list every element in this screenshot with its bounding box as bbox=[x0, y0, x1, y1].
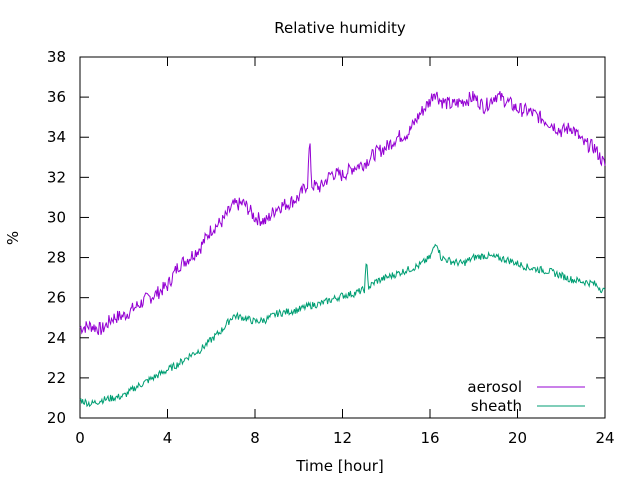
y-tick-label: 38 bbox=[47, 48, 66, 66]
y-tick-label: 34 bbox=[47, 128, 66, 146]
series-layer bbox=[79, 91, 606, 408]
series-line-sheath bbox=[79, 243, 606, 408]
series-line-aerosol bbox=[79, 91, 606, 335]
x-axis-label: Time [hour] bbox=[295, 457, 384, 475]
legend-label: sheath bbox=[471, 397, 522, 415]
x-tick-label: 12 bbox=[333, 429, 352, 447]
y-tick-label: 20 bbox=[47, 409, 66, 427]
x-tick-label: 16 bbox=[420, 429, 439, 447]
y-tick-label: 28 bbox=[47, 249, 66, 267]
y-tick-label: 30 bbox=[47, 208, 66, 226]
y-tick-label: 24 bbox=[47, 329, 66, 347]
y-tick-label: 26 bbox=[47, 289, 66, 307]
x-tick-label: 4 bbox=[163, 429, 173, 447]
y-axis-label: % bbox=[4, 231, 22, 245]
x-tick-label: 0 bbox=[75, 429, 85, 447]
y-tick-label: 32 bbox=[47, 168, 66, 186]
chart-title: Relative humidity bbox=[274, 19, 406, 37]
x-tick-label: 8 bbox=[250, 429, 260, 447]
y-tick-label: 36 bbox=[47, 88, 66, 106]
x-tick-label: 20 bbox=[508, 429, 527, 447]
x-tick-label: 24 bbox=[595, 429, 614, 447]
x-axis: 0 4 8 12 16 20 24 bbox=[75, 57, 615, 447]
y-tick-label: 22 bbox=[47, 369, 66, 387]
y-axis: 20 22 24 26 28 30 32 34 36 38 bbox=[47, 48, 605, 427]
legend-label: aerosol bbox=[467, 378, 522, 396]
